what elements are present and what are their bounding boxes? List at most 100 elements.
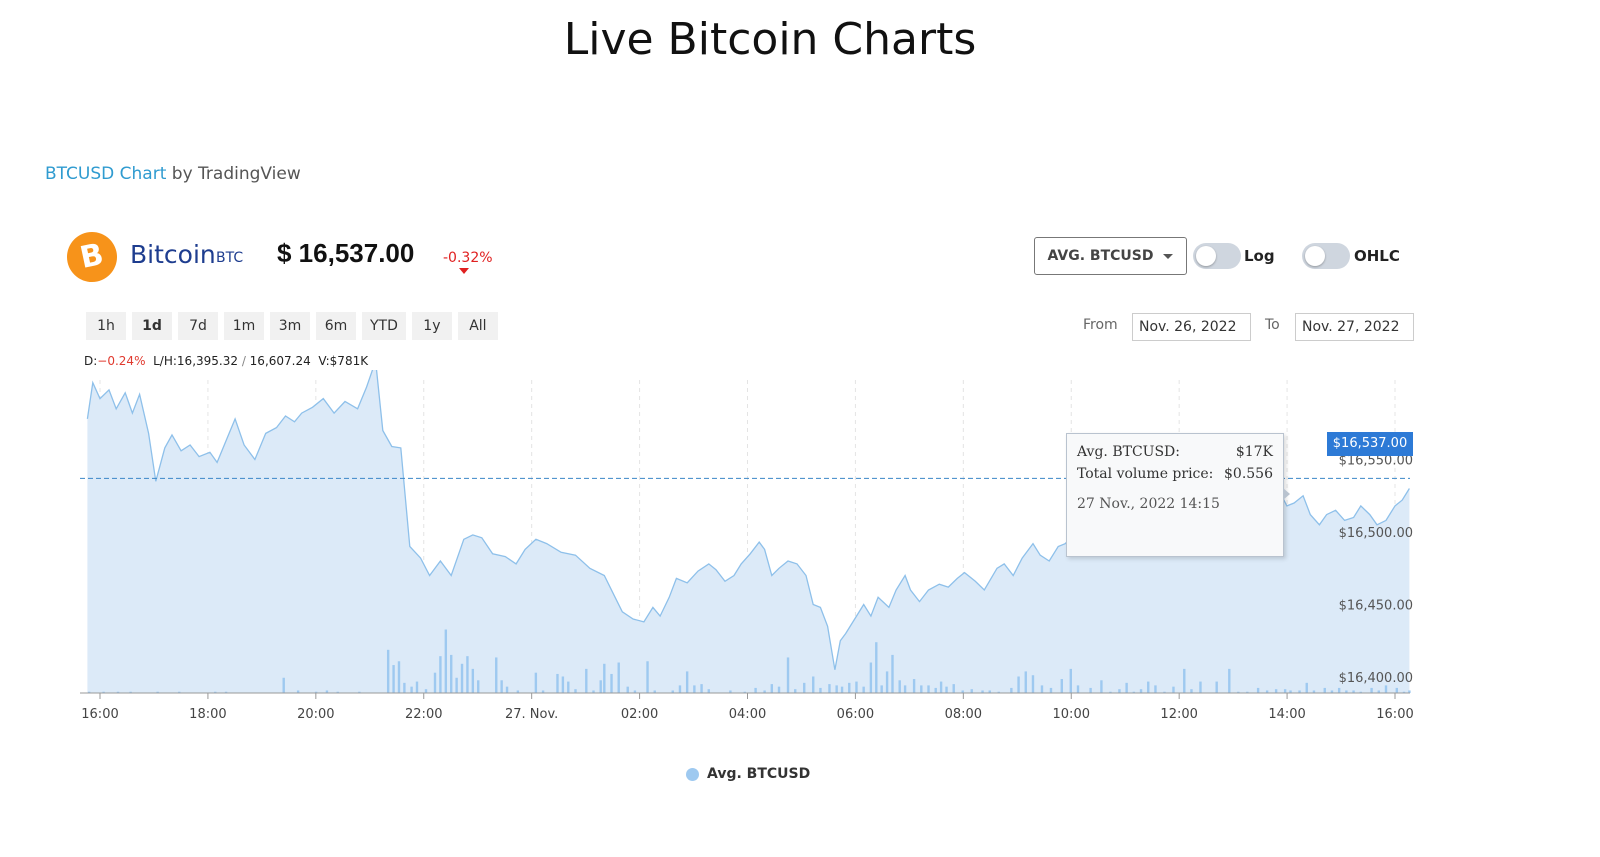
volume-bar — [855, 681, 858, 693]
volume-bar — [646, 661, 649, 693]
volume-bar — [561, 676, 565, 693]
current-price: $ 16,537.00 — [277, 238, 415, 268]
btcusd-chart-link[interactable]: BTCUSD Chart — [45, 164, 167, 184]
volume-bar — [1305, 682, 1308, 693]
volume-value: $781K — [329, 354, 369, 368]
volume-bar — [786, 657, 790, 693]
range-button[interactable]: 3m — [270, 312, 310, 340]
volume-bar — [1040, 685, 1044, 693]
volume-bar — [997, 691, 1000, 693]
volume-bar — [1125, 682, 1128, 693]
volume-bar — [1031, 675, 1035, 693]
volume-bar — [862, 686, 865, 693]
volume-bar — [495, 657, 498, 693]
volume-bar — [1377, 690, 1380, 693]
volume-bar — [1246, 691, 1249, 693]
price-change: -0.32% — [443, 250, 493, 266]
x-tick-label: 10:00 — [1053, 707, 1090, 722]
range-button[interactable]: 1h — [86, 312, 126, 340]
series-select[interactable]: AVG. BTCUSD — [1034, 237, 1187, 275]
volume-bar — [156, 691, 159, 693]
chart-tooltip: Avg. BTCUSD: $17K Total volume price: $0.5… — [1066, 433, 1284, 557]
volume-bar — [534, 672, 538, 693]
volume-bar — [819, 687, 822, 693]
volume-bar — [1345, 690, 1348, 693]
x-tick-label: 20:00 — [297, 707, 334, 722]
volume-bar — [729, 690, 732, 693]
log-toggle[interactable] — [1193, 243, 1241, 269]
log-label: Log — [1244, 247, 1275, 265]
volume-bar — [835, 685, 838, 693]
x-tick-label: 16:00 — [81, 707, 118, 722]
volume-bar — [541, 690, 545, 693]
toggle-knob — [1305, 246, 1325, 266]
range-button[interactable]: YTD — [362, 312, 406, 340]
volume-bar — [1139, 689, 1143, 693]
range-button[interactable]: 6m — [316, 312, 356, 340]
volume-bar — [1408, 690, 1411, 693]
volume-bar — [466, 656, 469, 693]
volume-bar — [743, 691, 746, 693]
x-tick-label: 04:00 — [729, 707, 766, 722]
chevron-down-icon — [1163, 253, 1174, 259]
volume-bar — [1323, 687, 1326, 693]
from-date-input[interactable]: Nov. 26, 2022 — [1132, 313, 1251, 341]
tooltip-avg-label: Avg. BTCUSD: — [1077, 444, 1180, 460]
range-button[interactable]: All — [457, 312, 498, 340]
volume-bar — [1395, 687, 1399, 693]
volume-bar — [1312, 690, 1316, 693]
volume-bar — [336, 691, 339, 693]
volume-bar — [981, 690, 984, 693]
low-high-label: L/H: — [153, 354, 177, 368]
volume-bar — [455, 677, 458, 693]
volume-bar — [1109, 691, 1112, 693]
volume-bar — [1172, 686, 1175, 693]
range-button[interactable]: 1y — [411, 312, 452, 340]
volume-bar — [848, 682, 851, 693]
range-button[interactable]: 1m — [224, 312, 264, 340]
volume-bar — [102, 691, 105, 693]
volume-bar — [1199, 681, 1202, 693]
daily-change-value: −0.24% — [97, 354, 146, 368]
tooltip-timestamp: 27 Nov., 2022 14:15 — [1077, 496, 1220, 512]
volume-bar — [116, 691, 120, 693]
volume-bar — [1289, 690, 1292, 693]
volume-bar — [891, 654, 894, 693]
chart-legend[interactable]: Avg. BTCUSD — [686, 766, 810, 782]
volume-bar — [812, 676, 815, 693]
volume-bar — [952, 684, 955, 693]
volume-bar — [403, 682, 406, 693]
volume-bar — [1183, 668, 1186, 693]
volume-bar — [505, 686, 509, 693]
volume-bar — [794, 689, 797, 693]
tooltip-volume-value: $0.556 — [1224, 466, 1273, 482]
volume-bar — [903, 685, 907, 693]
low-value: 16,395.32 — [176, 354, 238, 368]
volume-bar — [671, 690, 674, 693]
volume-bar — [603, 663, 606, 693]
x-tick-label: 12:00 — [1160, 707, 1197, 722]
volume-bar — [927, 685, 930, 693]
volume-bar — [567, 681, 570, 693]
volume-bar — [1402, 691, 1406, 693]
x-tick-label: 14:00 — [1268, 707, 1305, 722]
tooltip-arrow — [1283, 488, 1290, 500]
volume-bar — [912, 679, 916, 693]
volume-bar — [599, 680, 602, 693]
volume-bar — [424, 689, 428, 693]
volume-bar — [214, 691, 217, 693]
volume-bar — [1237, 691, 1240, 693]
range-buttons: 1h 1d 7d 1m 3m 6m YTD 1y All — [86, 312, 498, 340]
range-button[interactable]: 7d — [178, 312, 218, 340]
volume-bar — [1076, 685, 1080, 693]
volume-bar — [970, 689, 973, 693]
volume-bar — [1384, 685, 1388, 693]
volume-bar — [1049, 687, 1053, 693]
volume-bar — [693, 685, 696, 693]
ohlc-toggle[interactable] — [1302, 243, 1350, 269]
volume-bar — [1370, 687, 1373, 693]
price-chart[interactable]: 16:00 18:00 20:00 22:00 27. Nov. 02:00 04:00 06… — [0, 370, 1540, 730]
range-button[interactable]: 1d — [132, 312, 172, 340]
volume-bar — [1330, 690, 1334, 693]
to-date-input[interactable]: Nov. 27, 2022 — [1295, 313, 1414, 341]
